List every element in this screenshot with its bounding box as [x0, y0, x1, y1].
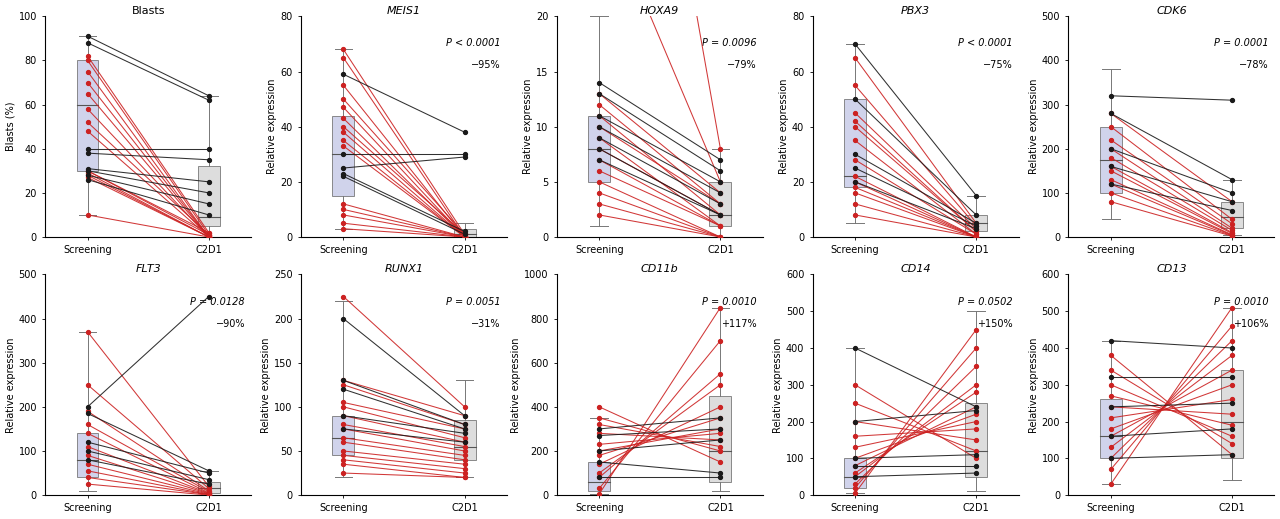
Title: CD11b: CD11b	[641, 264, 678, 274]
Bar	[709, 182, 731, 226]
Text: P = 0.0010: P = 0.0010	[701, 296, 756, 307]
Bar	[589, 462, 611, 490]
Y-axis label: Relative expression: Relative expression	[511, 337, 521, 432]
Title: CD13: CD13	[1156, 264, 1187, 274]
Text: P < 0.0001: P < 0.0001	[957, 38, 1012, 48]
Y-axis label: Relative expression: Relative expression	[5, 337, 15, 432]
Title: Blasts: Blasts	[132, 6, 165, 16]
Text: −78%: −78%	[1239, 61, 1268, 71]
Bar	[198, 482, 220, 493]
Text: −95%: −95%	[471, 61, 500, 71]
Text: P = 0.0128: P = 0.0128	[191, 296, 244, 307]
Text: P = 0.0001: P = 0.0001	[1213, 38, 1268, 48]
Y-axis label: Relative expression: Relative expression	[261, 337, 271, 432]
Text: P = 0.0051: P = 0.0051	[447, 296, 500, 307]
Title: MEIS1: MEIS1	[387, 6, 421, 16]
Text: P < 0.0001: P < 0.0001	[447, 38, 500, 48]
Y-axis label: Relative expression: Relative expression	[524, 79, 534, 174]
Text: −75%: −75%	[983, 61, 1012, 71]
Title: RUNX1: RUNX1	[384, 264, 424, 274]
Bar	[1100, 127, 1121, 193]
Text: +150%: +150%	[977, 319, 1012, 329]
Title: HOXA9: HOXA9	[640, 6, 680, 16]
Y-axis label: Relative expression: Relative expression	[1029, 79, 1039, 174]
Bar	[333, 116, 355, 196]
Bar	[77, 433, 99, 477]
Y-axis label: Relative expression: Relative expression	[780, 79, 788, 174]
Text: P = 0.0096: P = 0.0096	[701, 38, 756, 48]
Title: FLT3: FLT3	[136, 264, 161, 274]
Bar	[844, 99, 867, 187]
Title: CDK6: CDK6	[1156, 6, 1187, 16]
Y-axis label: Relative expression: Relative expression	[1029, 337, 1039, 432]
Bar	[453, 420, 475, 460]
Text: P = 0.0502: P = 0.0502	[957, 296, 1012, 307]
Bar	[844, 458, 867, 488]
Bar	[77, 61, 99, 171]
Title: CD14: CD14	[900, 264, 931, 274]
Text: −79%: −79%	[727, 61, 756, 71]
Text: −90%: −90%	[215, 319, 244, 329]
Bar	[709, 396, 731, 482]
Bar	[589, 116, 611, 182]
Text: +117%: +117%	[721, 319, 756, 329]
Text: −31%: −31%	[471, 319, 500, 329]
Text: +106%: +106%	[1233, 319, 1268, 329]
Bar	[333, 416, 355, 455]
Bar	[198, 167, 220, 226]
Bar	[1221, 202, 1243, 228]
Y-axis label: Relative expression: Relative expression	[773, 337, 783, 432]
Bar	[1100, 400, 1121, 458]
Bar	[1221, 370, 1243, 458]
Bar	[965, 403, 987, 477]
Text: P = 0.0010: P = 0.0010	[1213, 296, 1268, 307]
Bar	[453, 229, 475, 237]
Y-axis label: Relative expression: Relative expression	[268, 79, 278, 174]
Y-axis label: Blasts (%): Blasts (%)	[5, 102, 15, 152]
Bar	[965, 215, 987, 231]
Title: PBX3: PBX3	[901, 6, 931, 16]
